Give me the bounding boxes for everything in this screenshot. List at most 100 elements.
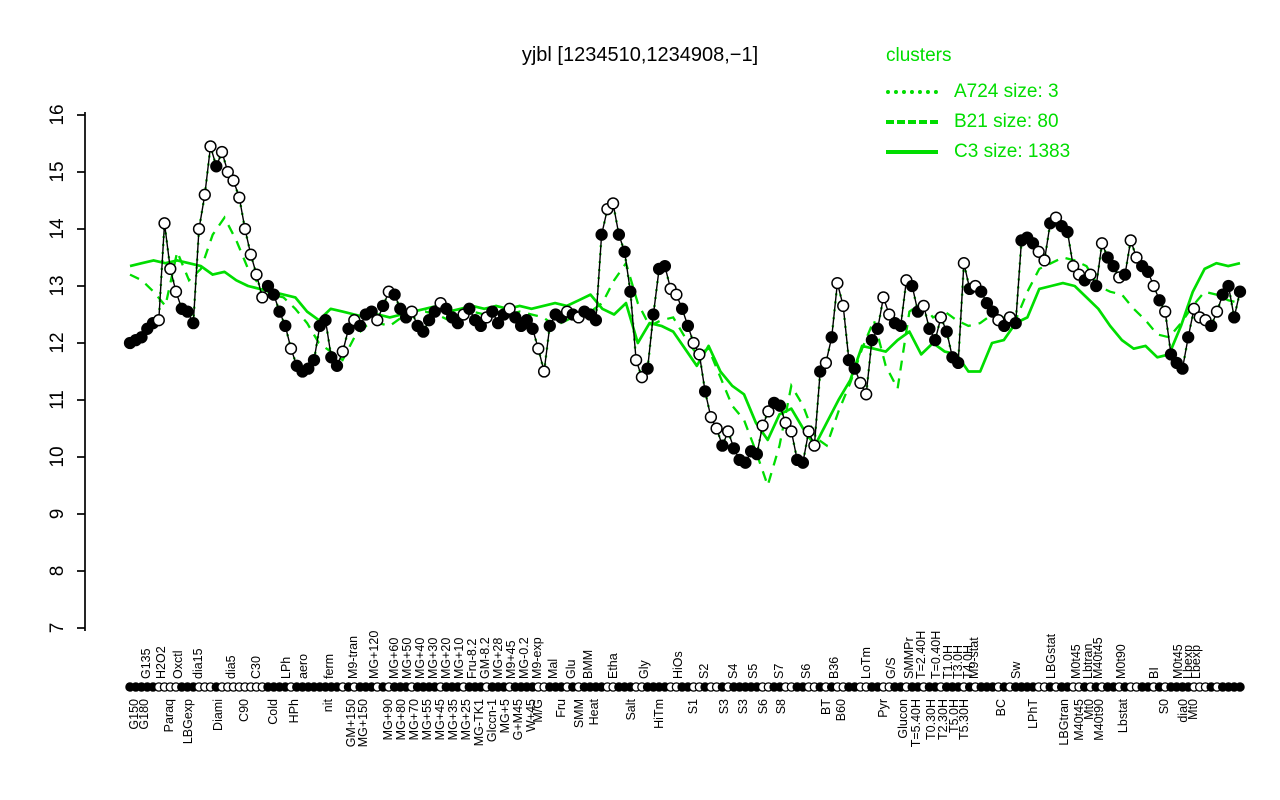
profile-point: [543, 319, 556, 333]
condition-label: MG+60: [387, 638, 401, 679]
legend-entry-a724: A724 size: 3: [886, 77, 1070, 107]
condition-label: MG+45: [433, 699, 447, 740]
condition-label: Sw: [1009, 661, 1023, 679]
profile-point: [353, 319, 367, 333]
condition-label: M9-tran: [346, 636, 360, 679]
profile-point: [1090, 279, 1103, 293]
condition-label: S7: [772, 664, 786, 679]
condition-label: S1: [686, 699, 700, 714]
profile-point: [1147, 279, 1160, 293]
profile-point: [210, 160, 223, 173]
condition-label: Pyr: [876, 699, 890, 718]
profile-point: [520, 314, 533, 327]
profile-point: [463, 302, 476, 315]
profile-point: [773, 399, 787, 412]
profile-point: [158, 217, 171, 230]
profile-point: [952, 356, 965, 370]
condition-label: MG+50: [400, 638, 414, 679]
profile-point: [1038, 254, 1051, 267]
profile-point: [451, 316, 464, 330]
condition-label: T1.0H: [941, 645, 955, 679]
profile-point: [923, 322, 936, 335]
legend-entry-label: C3 size: 1383: [954, 141, 1071, 162]
condition-label: HiTm: [652, 699, 666, 729]
condition-label: M40t45: [1072, 699, 1086, 741]
condition-label: MG+5: [498, 699, 512, 733]
condition-label: S6: [756, 699, 770, 714]
profile-point: [365, 305, 378, 318]
profile-point: [871, 322, 884, 335]
profile-point: [842, 353, 856, 367]
y-tick-label: 8: [47, 566, 68, 577]
condition-label: BC: [994, 699, 1008, 716]
profile-point: [233, 191, 246, 204]
profile-point: [986, 305, 999, 318]
condition-label: Lbexp: [1181, 645, 1195, 679]
condition-label: Glccn-1: [485, 699, 499, 742]
condition-label: T5.0H: [947, 699, 961, 733]
profile-point: [204, 140, 217, 153]
condition-label: LBGstat: [1044, 633, 1058, 679]
y-tick-label: 13: [47, 275, 68, 296]
profile-point: [417, 325, 430, 338]
condition-label: MG+10: [452, 638, 466, 679]
condition-label: HiOs: [671, 651, 685, 679]
condition-label: M/G: [531, 699, 545, 723]
condition-label: MG+35: [446, 699, 460, 740]
page-title: yjbl [1234510,1234908,−1]: [521, 44, 759, 66]
condition-label: G180: [137, 699, 151, 730]
y-tick-label: 16: [47, 104, 68, 125]
profile-point: [802, 425, 815, 438]
condition-label: M40t45: [1091, 637, 1105, 679]
profile-point: [503, 302, 516, 315]
profile-point: [917, 299, 930, 313]
profile-point: [998, 319, 1011, 333]
legend-line-dotted-icon: [886, 90, 938, 94]
condition-label: S6: [799, 664, 813, 679]
profile-point: [762, 405, 775, 418]
condition-label: ferm: [322, 654, 336, 679]
profile-point: [152, 314, 165, 327]
profile-point: [940, 325, 953, 338]
profile-point: [1124, 234, 1137, 247]
profile-point: [624, 285, 637, 298]
legend-title: clusters: [886, 45, 952, 66]
condition-label: LPhT: [1026, 699, 1040, 729]
profile-point: [819, 356, 833, 370]
profile-point: [750, 447, 764, 461]
profile-point: [376, 299, 390, 313]
profile-point: [135, 331, 148, 344]
condition-label: MG+20: [439, 638, 453, 679]
profile-point: [474, 319, 487, 333]
profile-point: [727, 442, 741, 455]
profile-point: [837, 299, 850, 313]
y-tick-label: 15: [47, 161, 68, 182]
legend: clusters A724 size: 3 B21 size: 80 C3 si…: [886, 45, 1070, 167]
profile-point: [906, 279, 919, 293]
condition-label: T=5.40H: [909, 699, 923, 747]
legend-line-solid-icon: [886, 150, 938, 154]
profile-point: [192, 222, 206, 236]
profile-point: [1159, 305, 1172, 318]
condition-label: Glucon: [896, 699, 910, 739]
profile-point: [957, 257, 971, 270]
profile-point: [618, 245, 631, 258]
condition-label: S5: [746, 664, 760, 679]
profile-point: [1216, 288, 1229, 301]
profile-point: [330, 359, 344, 372]
condition-label: dia0: [1176, 699, 1190, 723]
profile-point: [1210, 305, 1224, 318]
condition-label: BI: [1147, 667, 1161, 679]
profile-point: [756, 419, 769, 432]
profile-point: [336, 345, 349, 358]
profile-point: [589, 314, 603, 327]
profile-point: [169, 285, 183, 298]
condition-label: G/S: [884, 657, 898, 679]
condition-label: Diami: [211, 699, 225, 731]
condition-label: S3: [736, 699, 750, 714]
condition-label: GM+150: [344, 699, 358, 747]
condition-label: T2.30H: [936, 699, 950, 740]
profile-point: [1233, 285, 1247, 298]
